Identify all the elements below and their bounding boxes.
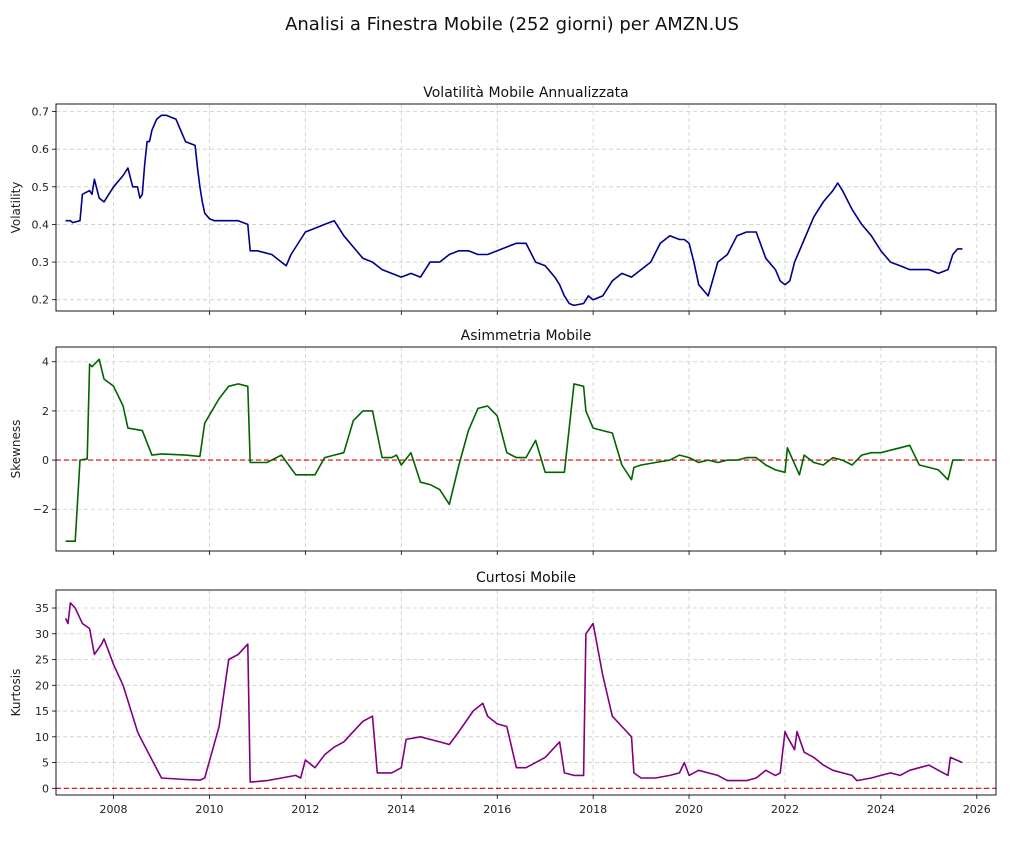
y-tick-label: 0.5 xyxy=(32,181,50,194)
y-tick-label: 0.3 xyxy=(32,256,50,269)
y-axis-title: Kurtosis xyxy=(9,669,23,717)
y-tick-label: 20 xyxy=(35,679,49,692)
x-tick-label: 2016 xyxy=(483,803,511,816)
y-tick-label: 0.6 xyxy=(32,143,50,156)
chart-panel-3: Curtosi Mobile 0 5 10 15 20 25 30 35 2008 2010 2012… xyxy=(9,570,997,816)
y-tick-label: 25 xyxy=(35,654,49,667)
y-tick-label: 15 xyxy=(35,705,49,718)
series-line xyxy=(65,114,963,307)
y-tick-label: 0 xyxy=(42,782,49,795)
y-tick-label: 30 xyxy=(35,628,49,641)
x-tick-label: 2008 xyxy=(100,803,128,816)
y-tick-label: 2 xyxy=(42,405,49,418)
x-tick-label: 2014 xyxy=(387,803,415,816)
y-tick-label: 0.2 xyxy=(32,294,50,307)
y-tick-label: 5 xyxy=(42,757,49,770)
series-line xyxy=(65,358,963,543)
y-tick-label: 35 xyxy=(35,602,49,615)
y-tick-label: 0 xyxy=(42,454,49,467)
y-tick-label: 0.7 xyxy=(32,106,50,119)
x-tick-label: 2022 xyxy=(771,803,799,816)
y-tick-label: −2 xyxy=(33,503,49,516)
y-tick-label: 10 xyxy=(35,731,49,744)
plot-frame xyxy=(55,103,997,312)
x-tick-label: 2018 xyxy=(579,803,607,816)
y-tick-label: 4 xyxy=(42,356,49,369)
y-axis-title: Volatility xyxy=(9,182,23,234)
plot-frame xyxy=(55,589,997,796)
panel-title: Curtosi Mobile xyxy=(476,570,576,586)
chart-panel-2: Asimmetria Mobile −2 0 2 4 Skewness xyxy=(9,328,997,555)
chart-panel-1: Volatilità Mobile Annualizzata 0.2 0.3 0.4 0… xyxy=(9,85,997,315)
y-axis-title: Skewness xyxy=(9,420,23,479)
x-tick-label: 2010 xyxy=(195,803,223,816)
x-tick-label: 2020 xyxy=(675,803,703,816)
y-tick-label: 0.4 xyxy=(32,218,50,231)
x-tick-label: 2012 xyxy=(291,803,319,816)
panel-title: Volatilità Mobile Annualizzata xyxy=(423,85,628,101)
figure-title: Analisi a Finestra Mobile (252 giorni) p… xyxy=(285,14,739,35)
series-line xyxy=(64,602,963,783)
chart-panels: Volatilità Mobile Annualizzata 0.2 0.3 0.4 0… xyxy=(9,85,997,816)
panel-title: Asimmetria Mobile xyxy=(461,328,592,344)
x-tick-label: 2026 xyxy=(963,803,991,816)
plot-frame xyxy=(55,346,997,552)
x-tick-label: 2024 xyxy=(867,803,895,816)
